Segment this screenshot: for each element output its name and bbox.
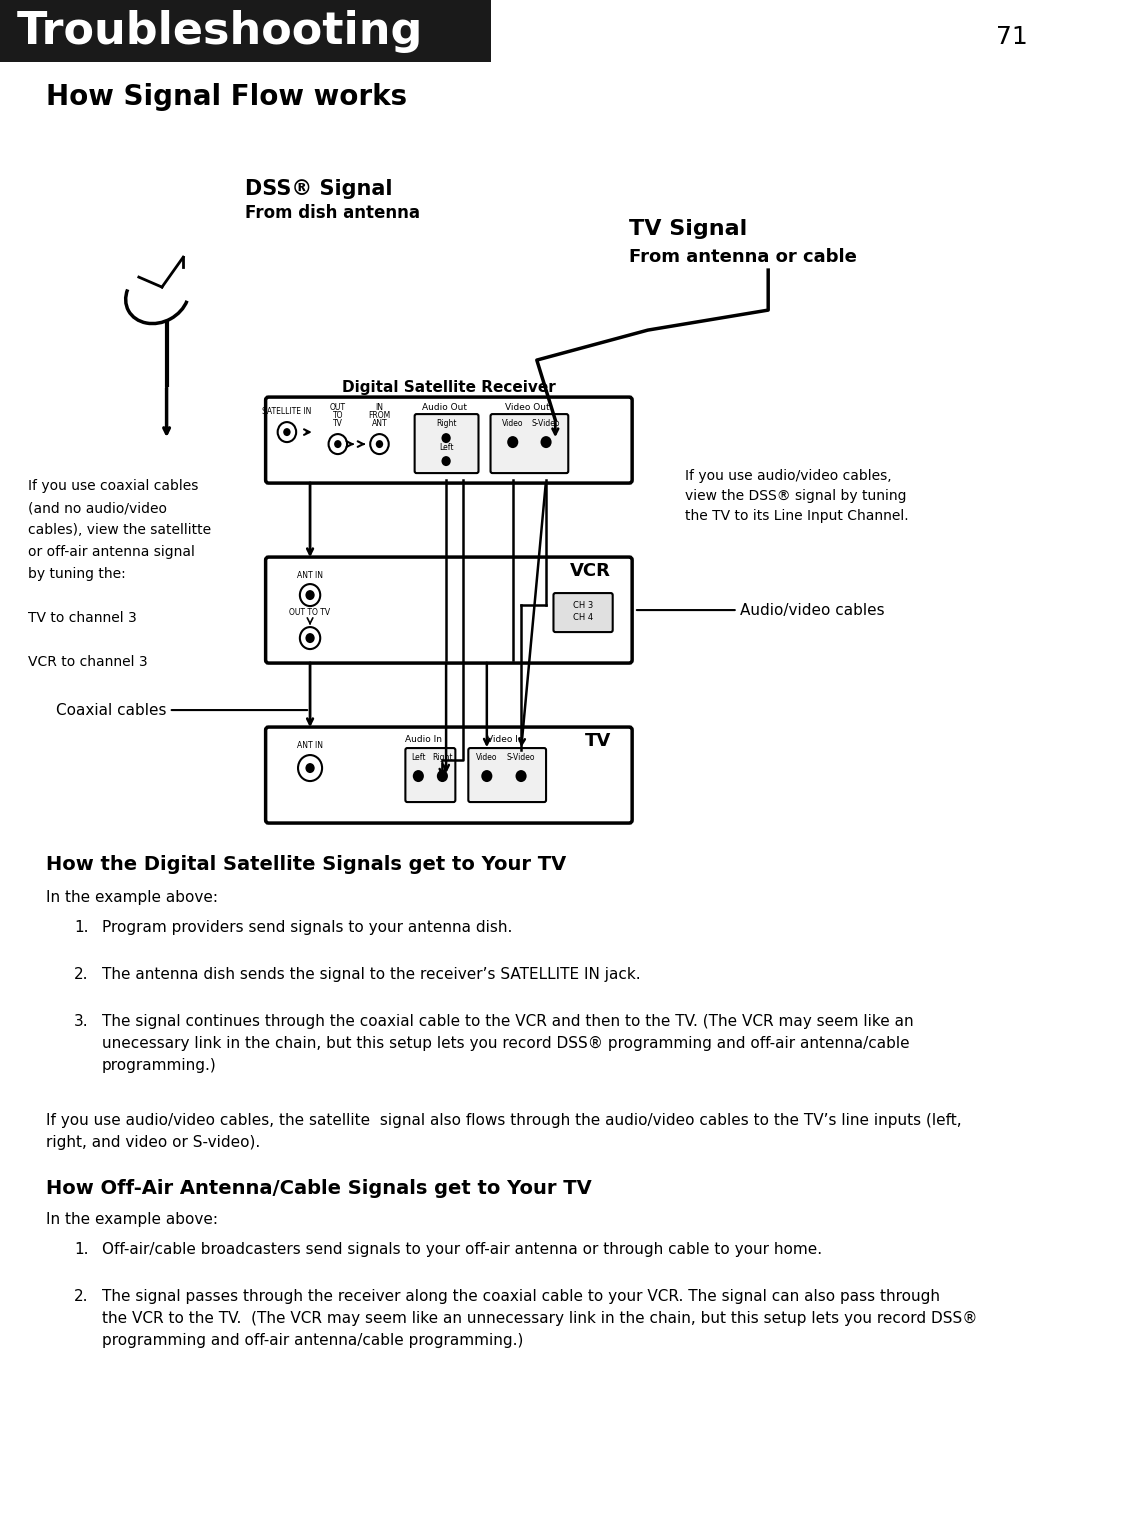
Text: VCR to channel 3: VCR to channel 3: [28, 654, 147, 670]
Text: 71: 71: [995, 26, 1027, 49]
Text: right, and video or S-video).: right, and video or S-video).: [46, 1135, 260, 1151]
Text: Off-air/cable broadcasters send signals to your off-air antenna or through cable: Off-air/cable broadcasters send signals …: [102, 1242, 822, 1257]
Circle shape: [283, 428, 291, 437]
FancyBboxPatch shape: [266, 397, 632, 482]
Text: (and no audio/video: (and no audio/video: [28, 501, 166, 514]
Circle shape: [305, 763, 314, 773]
Text: VCR: VCR: [570, 562, 611, 580]
Text: The signal continues through the coaxial cable to the VCR and then to the TV. (T: The signal continues through the coaxial…: [102, 1014, 914, 1029]
Text: Left: Left: [411, 753, 425, 763]
Circle shape: [482, 770, 492, 782]
Circle shape: [305, 633, 314, 644]
Text: 2.: 2.: [74, 966, 88, 982]
Text: In the example above:: In the example above:: [46, 890, 218, 906]
Text: or off-air antenna signal: or off-air antenna signal: [28, 545, 195, 559]
Circle shape: [507, 437, 518, 447]
Text: view the DSS® signal by tuning: view the DSS® signal by tuning: [685, 489, 906, 504]
Text: Coaxial cables: Coaxial cables: [55, 703, 308, 717]
Text: Troubleshooting: Troubleshooting: [17, 11, 423, 53]
Text: programming and off-air antenna/cable programming.): programming and off-air antenna/cable pr…: [102, 1333, 524, 1348]
Text: Audio In: Audio In: [405, 735, 442, 744]
Text: Left: Left: [439, 443, 454, 452]
Text: programming.): programming.): [102, 1058, 216, 1073]
Text: Video In: Video In: [487, 735, 524, 744]
Text: DSS® Signal: DSS® Signal: [245, 180, 392, 199]
FancyBboxPatch shape: [266, 728, 632, 823]
Text: Right: Right: [435, 419, 456, 428]
Text: How the Digital Satellite Signals get to Your TV: How the Digital Satellite Signals get to…: [46, 855, 567, 874]
Text: OUT TO TV: OUT TO TV: [290, 609, 330, 616]
Circle shape: [413, 770, 424, 782]
Text: If you use coaxial cables: If you use coaxial cables: [28, 479, 198, 493]
FancyBboxPatch shape: [0, 0, 491, 62]
Text: Video Out: Video Out: [506, 403, 550, 412]
Circle shape: [541, 437, 552, 447]
Text: cables), view the satellitte: cables), view the satellitte: [28, 524, 210, 537]
Text: CH 4: CH 4: [573, 613, 593, 622]
Text: 1.: 1.: [74, 919, 88, 935]
Text: ANT: ANT: [372, 419, 387, 428]
Text: The signal passes through the receiver along the coaxial cable to your VCR. The : The signal passes through the receiver a…: [102, 1289, 940, 1304]
Text: CH 3: CH 3: [573, 601, 593, 610]
Circle shape: [437, 770, 448, 782]
FancyBboxPatch shape: [405, 747, 456, 802]
Text: 3.: 3.: [74, 1014, 88, 1029]
FancyBboxPatch shape: [553, 594, 613, 632]
Text: Video: Video: [502, 419, 524, 428]
FancyBboxPatch shape: [491, 414, 568, 473]
Text: TV Signal: TV Signal: [629, 219, 748, 239]
Circle shape: [305, 591, 314, 600]
Circle shape: [334, 440, 342, 447]
Text: TV: TV: [333, 419, 343, 428]
Text: OUT: OUT: [330, 403, 346, 412]
Text: From dish antenna: From dish antenna: [245, 204, 421, 222]
Text: If you use audio/video cables,: If you use audio/video cables,: [685, 469, 891, 482]
Text: If you use audio/video cables, the satellite  signal also flows through the audi: If you use audio/video cables, the satel…: [46, 1113, 961, 1128]
Text: TV to channel 3: TV to channel 3: [28, 610, 137, 626]
Text: Digital Satellite Receiver: Digital Satellite Receiver: [342, 380, 555, 396]
Text: the VCR to the TV.  (The VCR may seem like an unnecessary link in the chain, but: the VCR to the TV. (The VCR may seem lik…: [102, 1310, 977, 1326]
Text: The antenna dish sends the signal to the receiver’s SATELLITE IN jack.: The antenna dish sends the signal to the…: [102, 966, 640, 982]
Text: unecessary link in the chain, but this setup lets you record DSS® programming an: unecessary link in the chain, but this s…: [102, 1036, 909, 1052]
FancyBboxPatch shape: [415, 414, 478, 473]
Text: the TV to its Line Input Channel.: the TV to its Line Input Channel.: [685, 508, 908, 524]
Text: S-Video: S-Video: [507, 753, 535, 763]
Text: From antenna or cable: From antenna or cable: [629, 248, 857, 266]
Text: Right: Right: [432, 753, 452, 763]
Text: by tuning the:: by tuning the:: [28, 568, 126, 581]
Circle shape: [375, 440, 383, 447]
Text: How Signal Flow works: How Signal Flow works: [46, 84, 407, 111]
Circle shape: [516, 770, 527, 782]
Text: Audio Out: Audio Out: [422, 403, 467, 412]
Text: ANT IN: ANT IN: [297, 571, 323, 580]
Text: 1.: 1.: [74, 1242, 88, 1257]
Text: TV: TV: [585, 732, 611, 750]
Text: Program providers send signals to your antenna dish.: Program providers send signals to your a…: [102, 919, 512, 935]
Text: 2.: 2.: [74, 1289, 88, 1304]
Text: How Off-Air Antenna/Cable Signals get to Your TV: How Off-Air Antenna/Cable Signals get to…: [46, 1180, 592, 1198]
Circle shape: [441, 457, 451, 466]
Text: SATELLITE IN: SATELLITE IN: [262, 406, 312, 416]
Text: Audio/video cables: Audio/video cables: [637, 603, 886, 618]
Text: TO: TO: [333, 411, 343, 420]
FancyBboxPatch shape: [468, 747, 546, 802]
Text: In the example above:: In the example above:: [46, 1212, 218, 1227]
Text: IN: IN: [375, 403, 383, 412]
Text: Video: Video: [476, 753, 498, 763]
Text: FROM: FROM: [369, 411, 390, 420]
FancyBboxPatch shape: [266, 557, 632, 664]
Text: ANT IN: ANT IN: [297, 741, 323, 750]
Text: S-Video: S-Video: [532, 419, 560, 428]
Circle shape: [441, 434, 451, 443]
